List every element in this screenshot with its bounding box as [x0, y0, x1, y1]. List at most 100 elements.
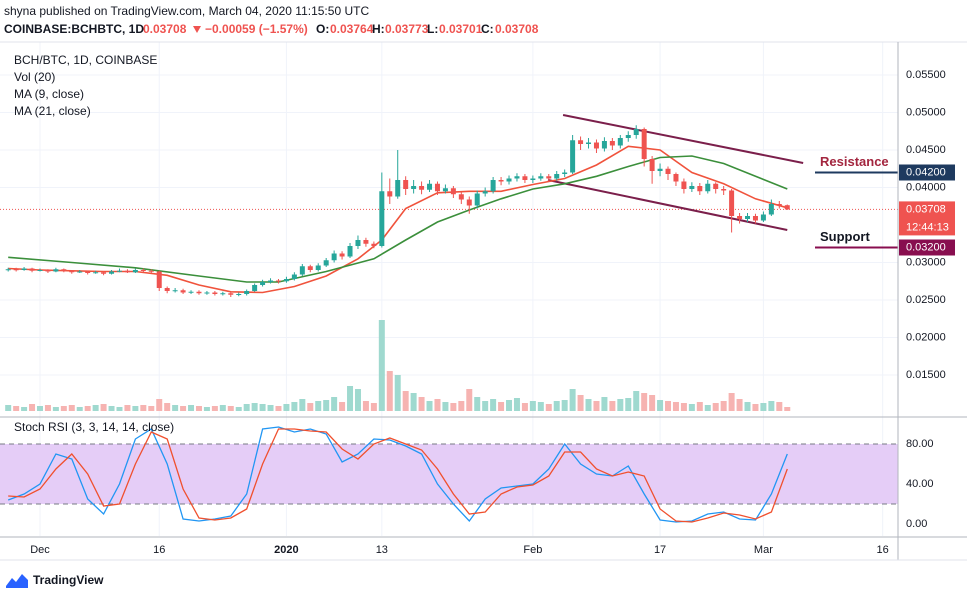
volume-bar [243, 404, 250, 411]
volume-bar [188, 405, 195, 411]
candle-body [427, 183, 433, 190]
candle-body [148, 270, 154, 272]
candle-body [395, 180, 401, 197]
volume-bar [172, 405, 179, 411]
stoch-line [7, 426, 788, 523]
candle-body [339, 253, 345, 257]
candle-body [776, 204, 782, 206]
volume-bar [394, 375, 401, 411]
candle-body [403, 180, 409, 189]
volume-bar [466, 389, 473, 411]
candle-body [490, 180, 496, 192]
candle-body [93, 272, 99, 274]
x-tick-label: 16 [877, 544, 889, 556]
price-tag-label: 0.03200 [906, 241, 946, 253]
candle-body [713, 183, 719, 189]
candle-body [641, 129, 647, 159]
candle-body [29, 268, 35, 271]
volume-bar [378, 320, 385, 411]
candle-body [745, 216, 751, 219]
volume-bar [68, 405, 75, 411]
candle-body [140, 270, 146, 271]
volume-bar [569, 389, 576, 411]
volume-bar [76, 407, 83, 411]
high-value: 0.03773 [385, 22, 429, 36]
volume-bar [506, 400, 513, 411]
volume-bar [156, 399, 163, 411]
volume-bar [601, 397, 608, 411]
volume-bar [784, 407, 791, 411]
candle-body [363, 240, 369, 244]
volume-bar [498, 402, 505, 411]
volume-bar [553, 401, 560, 411]
candle-body [45, 270, 51, 272]
volume-bar [29, 404, 36, 411]
candle-body [244, 291, 250, 294]
symbol-header: COINBASE:BCHBTC, 1D 0.03708 −0.00059 (−1… [4, 22, 539, 36]
candle-body [164, 288, 170, 291]
candle-body [196, 291, 202, 294]
stoch-band [0, 444, 898, 504]
candle-body [37, 270, 43, 271]
volume-bar [211, 406, 218, 411]
volume-bar [585, 399, 592, 411]
volume-bar [148, 406, 155, 411]
candle-body [109, 271, 115, 274]
volume-bar [132, 406, 139, 411]
volume-bar [36, 406, 43, 411]
volume-bar [362, 401, 369, 411]
volume-bar [720, 401, 727, 411]
volume-bar [776, 402, 783, 411]
volume-bar [712, 403, 719, 411]
volume-bar [521, 403, 528, 411]
change: −0.00059 (−1.57%) [205, 22, 308, 36]
moving-average [8, 145, 788, 294]
candle-body [593, 142, 599, 149]
candle-body [379, 191, 385, 246]
price-tag-label: 0.03708 [906, 203, 946, 215]
candle-body [673, 174, 679, 182]
x-tick-label: 13 [376, 544, 388, 556]
candle-body [204, 292, 210, 294]
down-arrow [193, 26, 201, 33]
candle-body [784, 205, 790, 210]
candle-body [768, 204, 774, 215]
price-tag [899, 201, 955, 236]
level-label: Resistance [820, 154, 889, 169]
candle-body [291, 274, 297, 279]
candle-body [220, 293, 226, 295]
volume-bar [450, 403, 457, 411]
volume-bar [513, 398, 520, 411]
candle-body [530, 178, 536, 180]
candle-body [77, 271, 83, 273]
volume-bar [657, 400, 664, 411]
volume-bar [180, 406, 187, 411]
level-label: Support [820, 229, 870, 244]
volume-bar [140, 405, 147, 411]
volume-bar [474, 397, 481, 411]
price-tag [899, 239, 955, 256]
candle-body [625, 135, 631, 138]
volume-bar [347, 386, 354, 411]
candle-body [752, 216, 758, 221]
last-price: 0.03708 [143, 22, 187, 36]
y-tick-label: 0.01500 [906, 369, 946, 381]
candle-body [689, 186, 695, 189]
volume-bar [307, 403, 314, 411]
candle-body [681, 181, 687, 189]
candle-body [570, 140, 576, 173]
candle-body [252, 285, 258, 291]
volume-bar [696, 402, 703, 411]
volume-bar [625, 398, 632, 411]
logo-icon [6, 574, 28, 588]
volume-bar [482, 401, 489, 411]
candle-body [657, 168, 663, 171]
candle-body [697, 186, 703, 192]
volume-bar [410, 393, 417, 411]
candle-body [419, 186, 425, 190]
candle-body [172, 290, 178, 292]
candle-body [482, 191, 488, 194]
volume-bar [442, 402, 449, 411]
candle-body [434, 183, 440, 192]
volume-bar [164, 403, 171, 411]
